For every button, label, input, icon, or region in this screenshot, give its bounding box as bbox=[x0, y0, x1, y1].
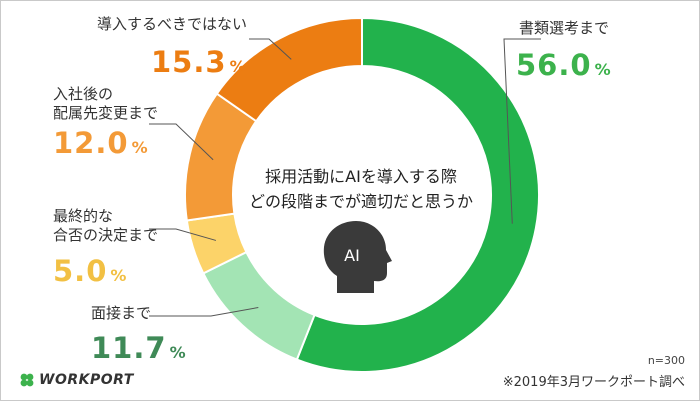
chart-title-line-1: 採用活動にAIを導入する際 bbox=[265, 167, 457, 186]
slice-label-line-2: 合否の決定まで bbox=[53, 226, 159, 244]
slice-label-post-hire-assignment: 入社後の 配属先変更まで bbox=[53, 85, 158, 123]
slice-label-line-1: 入社後の bbox=[53, 85, 114, 103]
slice-label-final-decision: 最終的な 合否の決定まで bbox=[53, 207, 158, 245]
slice-percent-final-decision: 5.0% bbox=[53, 254, 128, 288]
slice-interview bbox=[201, 250, 316, 361]
clover-icon bbox=[20, 373, 34, 387]
slice-label-interview: 面接まで bbox=[91, 304, 152, 322]
slice-label-line-1: 最終的な bbox=[53, 207, 114, 225]
slice-percent-document-screening: 56.0% bbox=[516, 48, 612, 82]
slice-label-document-screening: 書類選考まで bbox=[518, 19, 609, 37]
workport-logo: WORKPORT bbox=[19, 372, 134, 388]
leader-line bbox=[149, 228, 217, 241]
slice-should-not-introduce bbox=[215, 16, 363, 123]
chart-title-line-2: どの段階までが適切だと思うか bbox=[248, 192, 473, 211]
leader-line bbox=[149, 307, 259, 317]
slice-percent-interview: 11.7% bbox=[91, 331, 187, 365]
sample-size: n=300 bbox=[647, 354, 685, 367]
slice-document-screening bbox=[295, 16, 540, 373]
source-note: ※2019年3月ワークポート調べ bbox=[502, 375, 685, 390]
chart-title: 採用活動にAIを導入する際 どの段階までが適切だと思うか bbox=[216, 164, 506, 214]
slice-percent-post-hire-assignment: 12.0% bbox=[53, 126, 149, 160]
leader-line bbox=[503, 38, 541, 224]
head-ai-icon: AI bbox=[323, 221, 392, 293]
leader-line bbox=[149, 123, 214, 161]
logo-text: WORKPORT bbox=[39, 372, 134, 388]
head-ai-text: AI bbox=[344, 246, 360, 265]
slice-label-line-2: 配属先変更まで bbox=[53, 104, 159, 122]
slice-percent-should-not-introduce: 15.3% bbox=[151, 45, 247, 79]
leader-line bbox=[249, 38, 292, 60]
head-silhouette bbox=[323, 221, 392, 293]
slice-label-should-not-introduce: 導入するべきではない bbox=[96, 15, 247, 33]
